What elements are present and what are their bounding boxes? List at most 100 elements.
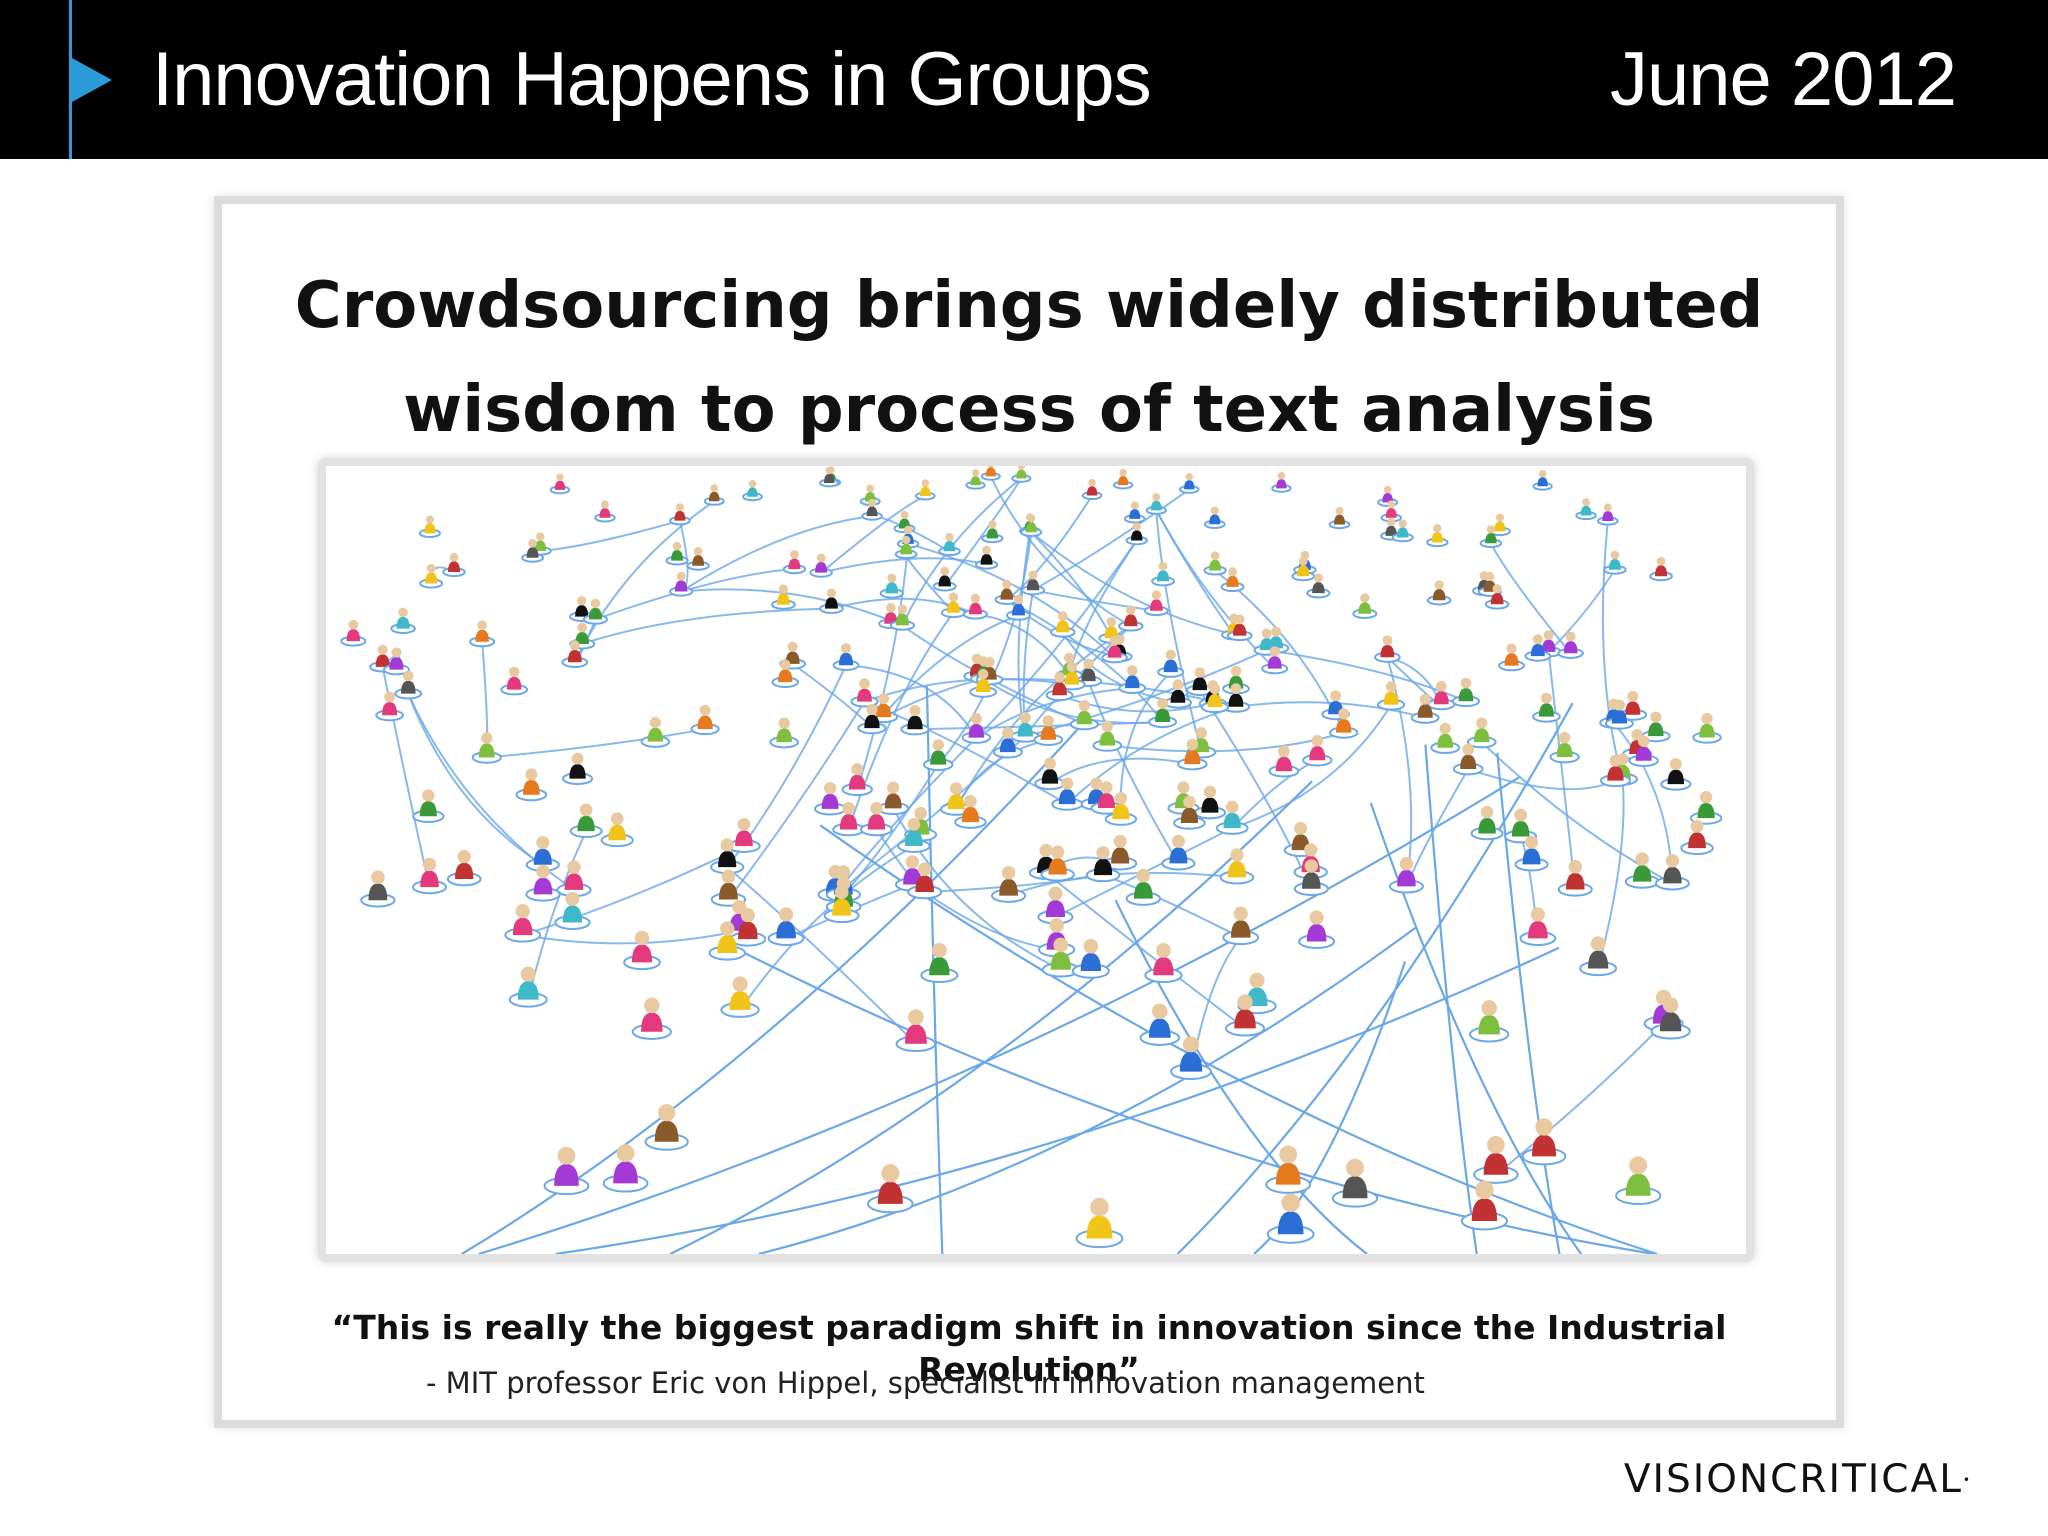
person-figure [814, 782, 847, 816]
network-link [725, 942, 1655, 1254]
person-figure [1514, 835, 1549, 872]
person-figure [809, 553, 833, 578]
network-link [831, 597, 976, 616]
person-figure [1618, 690, 1648, 721]
person-figure [1479, 525, 1503, 549]
person-figure [1051, 777, 1084, 811]
person-figure [1604, 699, 1634, 730]
person-figure [710, 869, 747, 907]
person-figure [469, 620, 496, 648]
person-figure [769, 717, 800, 749]
person-figure [525, 864, 561, 902]
person-figure [1692, 712, 1722, 744]
person-figure [1532, 469, 1553, 491]
person-figure [1145, 493, 1167, 515]
person-figure [1452, 743, 1484, 776]
network-link [1495, 1022, 1665, 1176]
person-figure [1329, 708, 1359, 739]
person-figure [1069, 700, 1099, 731]
person-figure [897, 818, 931, 853]
person-figure [879, 573, 904, 599]
person-figure [1575, 498, 1597, 521]
network-link [989, 475, 1132, 628]
network-link [669, 780, 1313, 1254]
network-link [581, 607, 832, 645]
person-figure [554, 891, 591, 930]
person-figure [382, 647, 410, 676]
person-figure [841, 763, 873, 797]
network-link [842, 764, 940, 896]
person-figure [1660, 758, 1692, 791]
person-figure [1143, 590, 1169, 617]
person-figure [1226, 614, 1253, 642]
network-link [975, 539, 1138, 739]
network-link [1547, 569, 1616, 653]
person-figure [1498, 643, 1525, 672]
person-figure [1185, 667, 1214, 697]
person-figure [1034, 757, 1066, 791]
person-figure [1173, 795, 1206, 830]
person-figure [867, 1164, 914, 1214]
person-figure [992, 727, 1023, 759]
person-figure [771, 659, 799, 688]
person-figure [665, 541, 689, 566]
person-figure [1410, 693, 1440, 724]
person-figure [994, 579, 1019, 605]
network-link [522, 845, 745, 937]
person-figure [640, 716, 671, 748]
network-link [595, 568, 795, 621]
network-link [739, 845, 915, 1011]
network-link [819, 824, 1658, 1254]
person-figure [515, 768, 548, 802]
person-figure [1193, 785, 1227, 820]
network-link [845, 664, 978, 739]
person-figure [727, 818, 761, 853]
person-figure [954, 794, 987, 829]
person-figure [602, 1144, 649, 1193]
person-figure [1090, 781, 1123, 815]
network-link [407, 693, 544, 866]
person-figure [1466, 717, 1497, 749]
crowd-network-image [318, 458, 1754, 1262]
slide-header-bar: Innovation Happens in Groups June 2012 [0, 0, 2048, 159]
person-figure [1430, 722, 1461, 754]
headline: Crowdsourcing brings widely distributed … [222, 254, 1836, 462]
person-figure [1151, 561, 1175, 587]
network-link [1114, 899, 1368, 1254]
network-link [1155, 509, 1235, 636]
person-figure [1557, 631, 1584, 659]
person-figure [1112, 468, 1134, 490]
person-figure [1157, 649, 1185, 678]
person-figure [962, 593, 988, 620]
person-figure [1615, 1156, 1662, 1206]
network-link [1024, 649, 1268, 738]
person-figure [1040, 845, 1075, 882]
slide-date: June 2012 [1610, 37, 1957, 122]
network-link [1066, 705, 1237, 805]
person-figure [1328, 506, 1351, 530]
person-figure [1037, 886, 1074, 925]
person-figure [861, 498, 883, 521]
network-link [1055, 827, 1233, 918]
network-link [1155, 510, 1203, 753]
person-figure [1265, 1145, 1312, 1194]
person-figure [938, 532, 961, 557]
person-figure [669, 571, 694, 597]
person-figure [1680, 819, 1714, 856]
person-figure [932, 566, 957, 592]
person-figure [832, 801, 866, 837]
network-link [924, 891, 1057, 951]
person-figure [1123, 501, 1146, 524]
network-link [925, 686, 944, 1254]
person-figure [990, 866, 1027, 903]
person-figure [1203, 551, 1227, 576]
person-figure [1092, 720, 1123, 752]
person-figure [594, 500, 616, 523]
person-figure [1603, 550, 1627, 575]
network-link [1253, 961, 1407, 1254]
person-figure [850, 678, 879, 708]
person-figure [1101, 635, 1128, 664]
person-figure [1291, 556, 1316, 582]
person-figure [1468, 1000, 1510, 1043]
person-figure [1085, 846, 1121, 883]
